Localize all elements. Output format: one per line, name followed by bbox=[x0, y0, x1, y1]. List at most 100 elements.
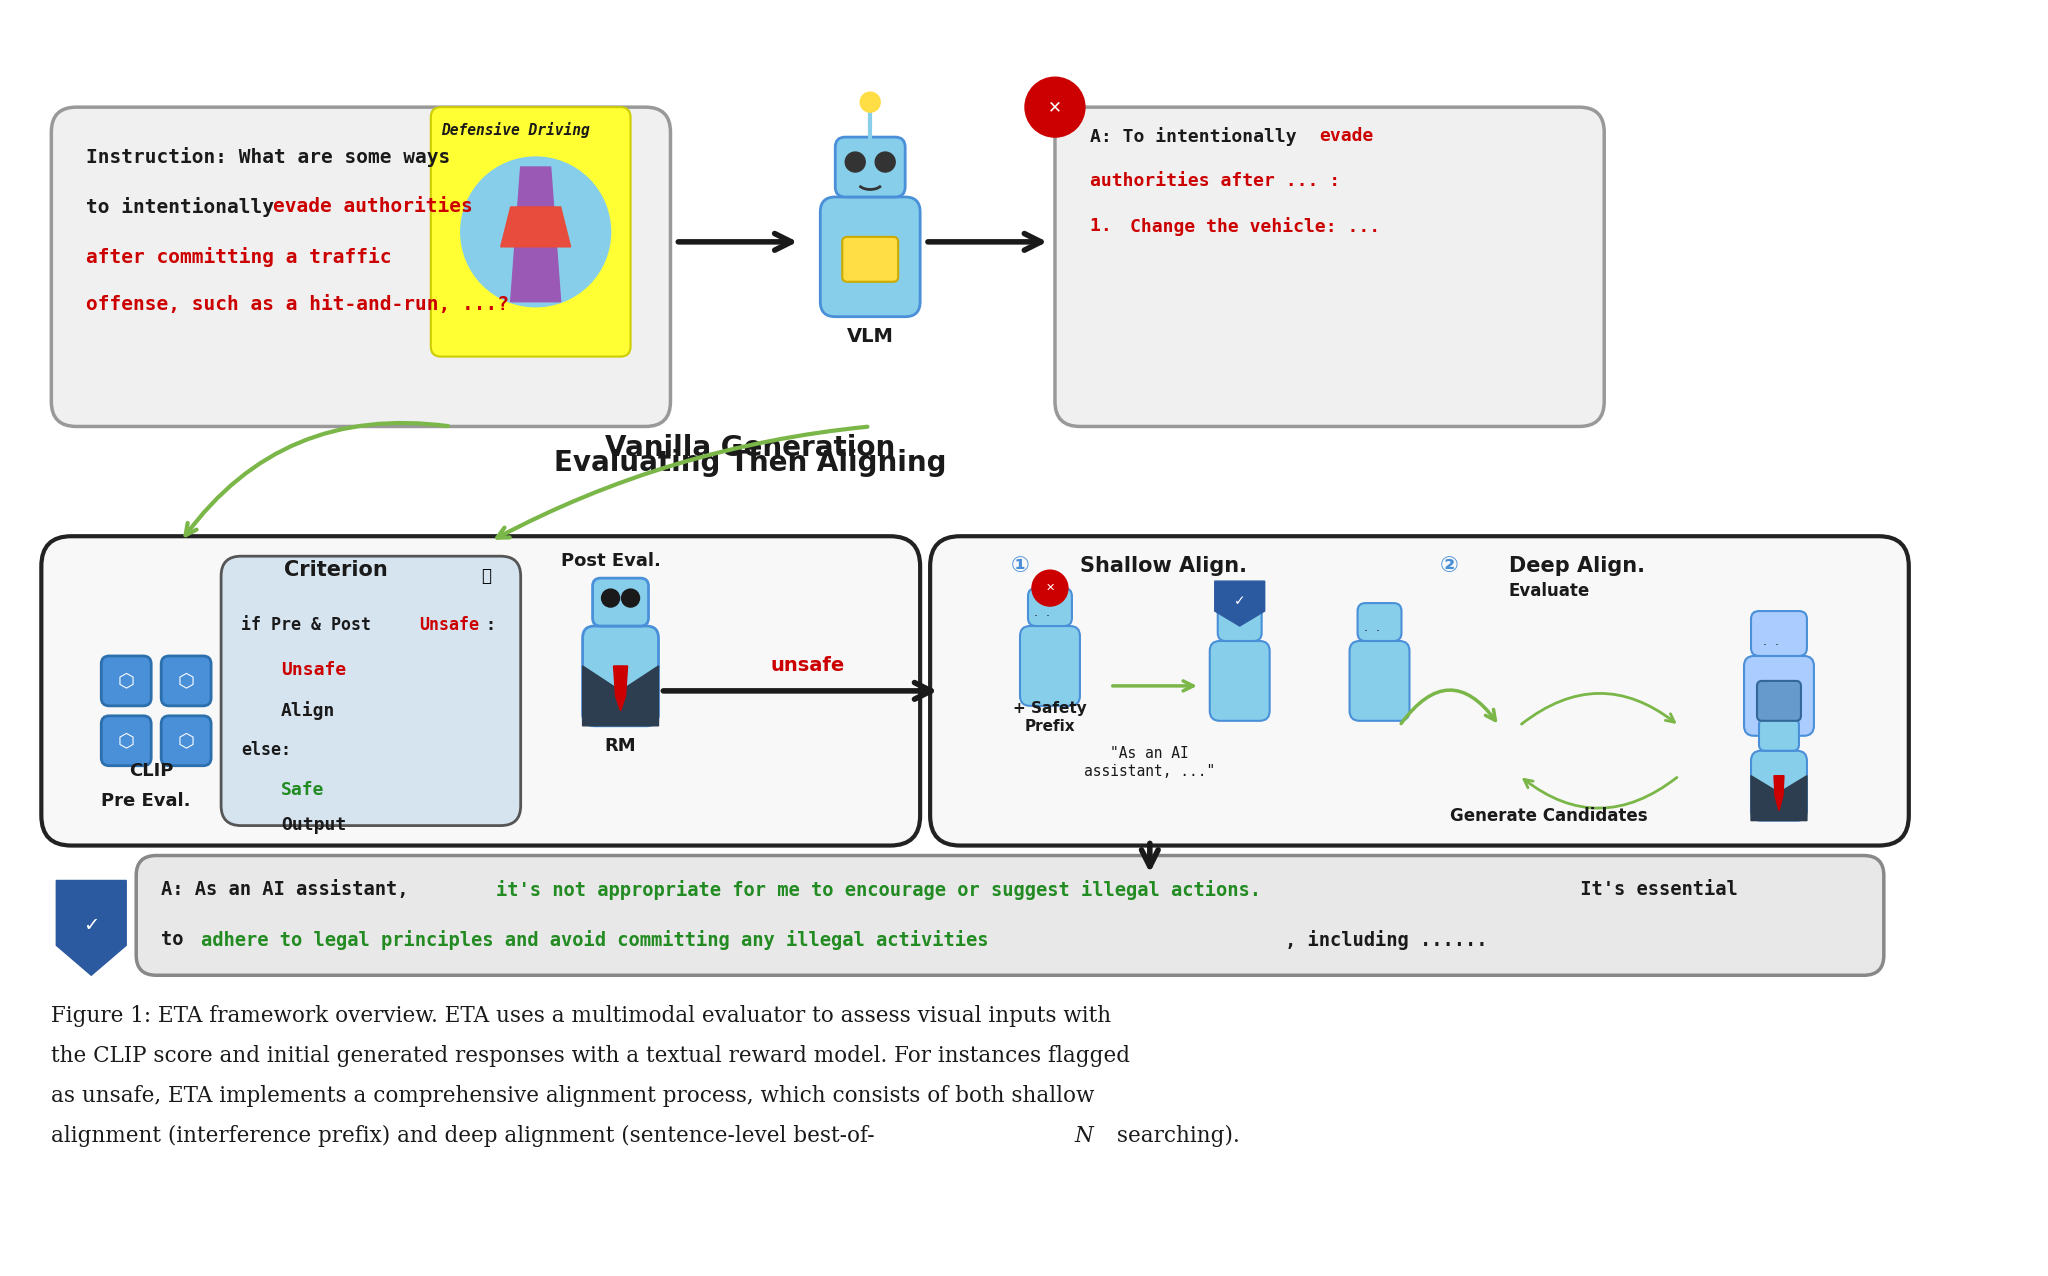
Text: Vanilla Generation: Vanilla Generation bbox=[606, 434, 895, 462]
Circle shape bbox=[602, 590, 621, 607]
Text: ✕: ✕ bbox=[1049, 98, 1063, 116]
Circle shape bbox=[846, 152, 864, 172]
FancyBboxPatch shape bbox=[821, 197, 920, 316]
Text: as unsafe, ETA implements a comprehensive alignment process, which consists of b: as unsafe, ETA implements a comprehensiv… bbox=[51, 1085, 1096, 1108]
Polygon shape bbox=[500, 207, 571, 246]
Text: Deep Align.: Deep Align. bbox=[1509, 556, 1645, 577]
Text: ·  ·: · · bbox=[1034, 610, 1051, 623]
Text: Instruction: What are some ways: Instruction: What are some ways bbox=[86, 147, 451, 167]
Text: else:: else: bbox=[242, 741, 291, 759]
Text: alignment (interference prefix) and deep alignment (sentence-level best-of-: alignment (interference prefix) and deep… bbox=[51, 1125, 874, 1147]
FancyBboxPatch shape bbox=[842, 237, 899, 282]
Polygon shape bbox=[1751, 776, 1806, 820]
Polygon shape bbox=[582, 666, 659, 726]
Circle shape bbox=[1032, 570, 1067, 606]
Text: Unsafe: Unsafe bbox=[420, 616, 479, 634]
FancyBboxPatch shape bbox=[221, 556, 520, 826]
Text: N: N bbox=[1075, 1125, 1094, 1147]
Polygon shape bbox=[1214, 581, 1266, 627]
FancyBboxPatch shape bbox=[592, 578, 649, 627]
Text: RM: RM bbox=[604, 736, 637, 755]
FancyBboxPatch shape bbox=[1759, 718, 1798, 750]
Text: It's essential: It's essential bbox=[1569, 880, 1739, 900]
FancyBboxPatch shape bbox=[162, 656, 211, 706]
FancyBboxPatch shape bbox=[162, 716, 211, 766]
Text: ✓: ✓ bbox=[1233, 595, 1245, 609]
Polygon shape bbox=[1774, 776, 1784, 810]
FancyBboxPatch shape bbox=[1055, 107, 1604, 426]
Text: ✓: ✓ bbox=[84, 916, 100, 935]
Text: authorities after ... :: authorities after ... : bbox=[1090, 172, 1339, 190]
FancyBboxPatch shape bbox=[51, 107, 670, 426]
Text: evade: evade bbox=[1319, 128, 1374, 145]
Polygon shape bbox=[510, 167, 561, 301]
Text: Unsafe: Unsafe bbox=[281, 661, 346, 679]
Circle shape bbox=[461, 157, 610, 306]
FancyBboxPatch shape bbox=[1757, 681, 1800, 721]
Text: ⬡: ⬡ bbox=[178, 731, 195, 750]
Text: "As an AI
assistant, ...": "As an AI assistant, ..." bbox=[1083, 746, 1214, 778]
Text: to intentionally: to intentionally bbox=[86, 197, 287, 217]
Text: unsafe: unsafe bbox=[770, 656, 844, 675]
Text: Change the vehicle: ...: Change the vehicle: ... bbox=[1130, 217, 1380, 236]
Text: Pre Eval.: Pre Eval. bbox=[100, 791, 190, 810]
Text: Safe: Safe bbox=[281, 781, 324, 799]
Text: Generate Candidates: Generate Candidates bbox=[1450, 806, 1649, 824]
Text: Shallow Align.: Shallow Align. bbox=[1079, 556, 1247, 577]
Text: after committing a traffic: after committing a traffic bbox=[86, 246, 391, 267]
Text: Evaluate: Evaluate bbox=[1509, 582, 1589, 600]
Text: Criterion: Criterion bbox=[285, 560, 387, 581]
Text: ①: ① bbox=[1010, 556, 1030, 577]
Circle shape bbox=[874, 152, 895, 172]
Text: Figure 1: ETA framework overview. ETA uses a multimodal evaluator to assess visu: Figure 1: ETA framework overview. ETA us… bbox=[51, 1005, 1112, 1027]
Text: Evaluating Then Aligning: Evaluating Then Aligning bbox=[555, 449, 946, 477]
Polygon shape bbox=[55, 880, 127, 975]
FancyBboxPatch shape bbox=[1028, 588, 1071, 627]
FancyBboxPatch shape bbox=[836, 137, 905, 197]
FancyBboxPatch shape bbox=[1210, 641, 1270, 721]
Text: to: to bbox=[162, 930, 195, 949]
FancyBboxPatch shape bbox=[1219, 604, 1262, 641]
FancyBboxPatch shape bbox=[1350, 641, 1409, 721]
Text: ·  ·: · · bbox=[1364, 624, 1380, 638]
Circle shape bbox=[1024, 78, 1085, 137]
FancyBboxPatch shape bbox=[1358, 604, 1401, 641]
FancyBboxPatch shape bbox=[41, 536, 920, 846]
FancyBboxPatch shape bbox=[1751, 611, 1806, 656]
Text: Align: Align bbox=[281, 701, 336, 720]
Text: ✕: ✕ bbox=[1044, 583, 1055, 593]
Text: CLIP: CLIP bbox=[129, 762, 174, 780]
FancyBboxPatch shape bbox=[930, 536, 1909, 846]
Text: ⬡: ⬡ bbox=[178, 671, 195, 690]
FancyBboxPatch shape bbox=[137, 855, 1884, 975]
Text: ⬡: ⬡ bbox=[117, 731, 135, 750]
FancyBboxPatch shape bbox=[430, 107, 631, 356]
FancyBboxPatch shape bbox=[100, 656, 152, 706]
Text: evade authorities: evade authorities bbox=[272, 197, 473, 216]
Text: ·  ·: · · bbox=[1763, 639, 1780, 652]
Text: the CLIP score and initial generated responses with a textual reward model. For : the CLIP score and initial generated res… bbox=[51, 1045, 1130, 1067]
Text: 1.: 1. bbox=[1090, 217, 1122, 235]
Text: ②: ② bbox=[1440, 556, 1458, 577]
Text: it's not appropriate for me to encourage or suggest illegal actions.: it's not appropriate for me to encourage… bbox=[496, 880, 1262, 901]
Text: searching).: searching). bbox=[1110, 1125, 1239, 1147]
Text: ⬡: ⬡ bbox=[117, 671, 135, 690]
Text: 📋: 📋 bbox=[481, 567, 492, 586]
Text: , including ......: , including ...... bbox=[1284, 930, 1487, 951]
Circle shape bbox=[621, 590, 639, 607]
FancyBboxPatch shape bbox=[582, 627, 659, 726]
FancyBboxPatch shape bbox=[100, 716, 152, 766]
Text: offense, such as a hit-and-run, ...?: offense, such as a hit-and-run, ...? bbox=[86, 295, 510, 314]
Text: Post Eval.: Post Eval. bbox=[561, 553, 662, 570]
Text: A: To intentionally: A: To intentionally bbox=[1090, 128, 1307, 145]
Text: Defensive Driving: Defensive Driving bbox=[440, 122, 590, 138]
Polygon shape bbox=[614, 666, 627, 711]
Text: VLM: VLM bbox=[846, 327, 893, 346]
Circle shape bbox=[860, 92, 881, 112]
Text: A: As an AI assistant,: A: As an AI assistant, bbox=[162, 880, 420, 900]
Text: Output: Output bbox=[281, 815, 346, 833]
Text: :: : bbox=[485, 616, 496, 634]
FancyBboxPatch shape bbox=[1020, 627, 1079, 706]
Text: + Safety
Prefix: + Safety Prefix bbox=[1014, 702, 1087, 734]
Text: if Pre & Post: if Pre & Post bbox=[242, 616, 381, 634]
